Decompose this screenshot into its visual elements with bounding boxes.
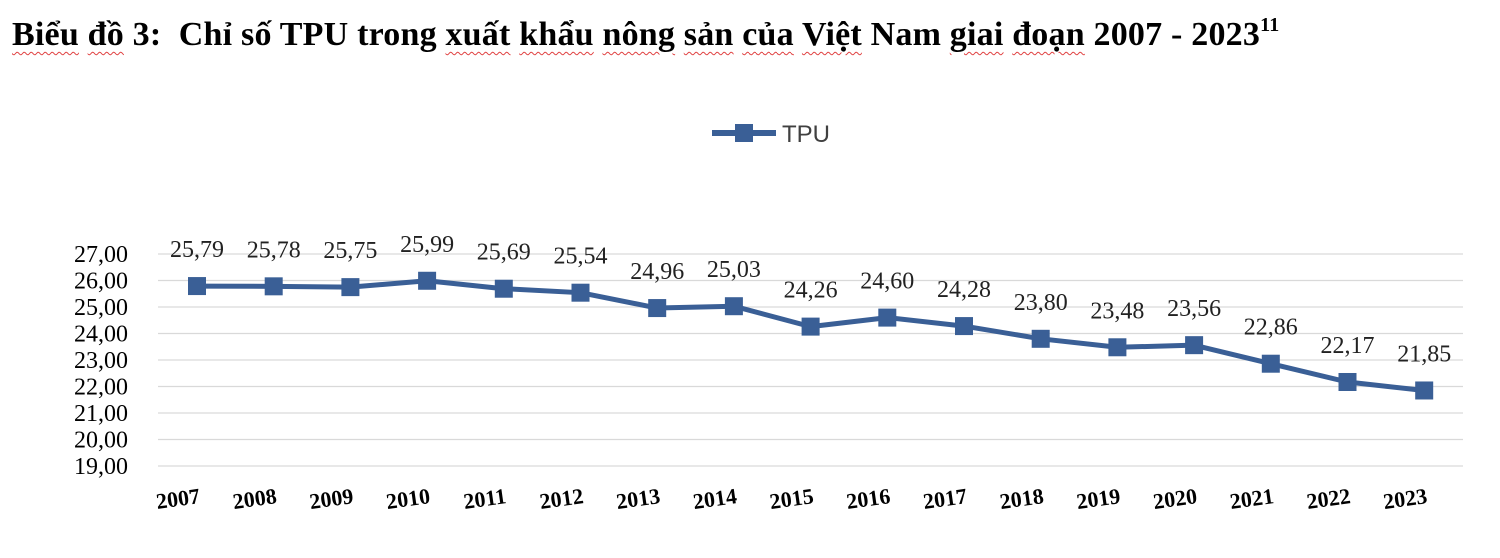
title-word: 2007: [1093, 16, 1163, 53]
x-tick-label: 2011: [462, 483, 508, 514]
legend-label: TPU: [782, 121, 830, 148]
data-label: 24,96: [630, 259, 684, 285]
title-word: giai: [949, 16, 1004, 53]
x-tick-label: 2022: [1305, 483, 1352, 514]
legend: TPU: [712, 121, 830, 148]
data-label: 25,69: [477, 240, 531, 266]
y-tick-label: 20,00: [74, 428, 128, 454]
gridlines: [158, 253, 1463, 467]
series-tpu: [188, 271, 1434, 400]
data-point-marker: [418, 271, 437, 290]
x-tick-label: 2008: [231, 483, 278, 514]
y-tick-label: 21,00: [74, 401, 128, 427]
data-label: 23,56: [1167, 296, 1221, 322]
x-tick-label: 2010: [385, 483, 432, 514]
title-word: Việt: [801, 16, 862, 53]
x-tick-label: 2021: [1228, 483, 1275, 514]
data-point-marker: [494, 279, 513, 298]
data-point-marker: [571, 283, 590, 302]
data-point-marker: [188, 277, 206, 296]
data-label: 25,54: [554, 244, 608, 270]
x-tick-label: 2023: [1382, 483, 1429, 514]
title-word: 2023: [1191, 16, 1261, 53]
title-word: Nam: [870, 16, 942, 53]
y-tick-label: 26,00: [74, 269, 128, 295]
x-axis: 2007 2008 2009 2010 2011 2012 2013 2014 2015 2016…: [154, 483, 1428, 514]
data-point-marker: [955, 317, 973, 336]
title-word: trong: [357, 16, 437, 53]
data-point-marker: [264, 277, 283, 296]
data-point-marker: [878, 308, 897, 327]
x-tick-label: 2015: [768, 483, 815, 514]
y-tick-label: 27,00: [74, 242, 128, 268]
y-tick-label: 19,00: [74, 454, 128, 480]
data-point-marker: [1108, 338, 1127, 357]
x-tick-label: 2013: [615, 483, 662, 514]
data-point-marker: [801, 317, 820, 336]
x-tick-label: 2017: [921, 483, 968, 514]
data-point-marker: [724, 297, 743, 316]
x-tick-label: 2020: [1152, 483, 1199, 514]
data-label: 21,85: [1397, 341, 1451, 367]
title-word: 3:: [132, 16, 162, 53]
data-point-marker: [1338, 372, 1357, 391]
data-label: 23,80: [1014, 290, 1068, 316]
data-point-marker: [341, 278, 360, 297]
title-word: của: [742, 16, 794, 53]
data-point-marker: [1185, 336, 1204, 355]
title-word: khẩu: [519, 16, 594, 53]
title-word: Chỉ: [178, 16, 233, 53]
data-label: 25,03: [707, 257, 761, 283]
title-word: Biểu: [12, 16, 79, 53]
x-tick-label: 2014: [691, 483, 738, 514]
data-point-marker: [648, 299, 667, 318]
chart-title: Biểu đồ 3: Chỉ số TPU trong xuất khẩu nô…: [12, 14, 1279, 54]
x-tick-label: 2009: [308, 483, 355, 514]
title-word: số: [241, 16, 272, 53]
x-tick-label: 2019: [1075, 483, 1122, 514]
title-word: TPU: [279, 16, 349, 53]
data-label: 25,99: [400, 232, 454, 258]
data-label: 25,79: [170, 237, 224, 263]
data-label: 22,17: [1321, 333, 1375, 359]
title-word: sản: [683, 16, 734, 53]
data-point-marker: [1415, 381, 1434, 400]
legend-series-marker: [735, 124, 753, 142]
title-word: xuất: [445, 16, 511, 53]
x-tick-label: 2018: [998, 483, 1045, 514]
data-point-marker: [1261, 354, 1280, 373]
data-labels: 25,79 25,78 25,75 25,99 25,69 25,54 24,96 25,03…: [170, 232, 1451, 368]
x-tick-label: 2016: [845, 483, 892, 514]
title-word: -: [1171, 16, 1183, 53]
y-tick-label: 22,00: [74, 375, 128, 401]
title-word: đoạn: [1012, 16, 1085, 53]
y-axis: 19,0020,0021,0022,0023,0024,0025,0026,00…: [74, 242, 128, 480]
data-label: 23,48: [1090, 298, 1144, 324]
y-tick-label: 23,00: [74, 348, 128, 374]
data-label: 25,75: [323, 238, 377, 264]
title-word: nông: [602, 16, 676, 53]
y-tick-label: 24,00: [74, 322, 128, 348]
data-label: 24,28: [937, 277, 991, 303]
data-point-marker: [1031, 329, 1050, 348]
title-footnote: 11: [1260, 14, 1280, 36]
x-tick-label: 2012: [538, 483, 585, 514]
data-label: 25,78: [247, 237, 301, 263]
title-word: đồ: [87, 16, 124, 53]
data-label: 22,86: [1244, 315, 1298, 341]
data-label: 24,26: [784, 278, 838, 304]
data-label: 24,60: [860, 269, 914, 295]
x-tick-label: 2007: [154, 483, 201, 514]
y-tick-label: 25,00: [74, 295, 128, 321]
